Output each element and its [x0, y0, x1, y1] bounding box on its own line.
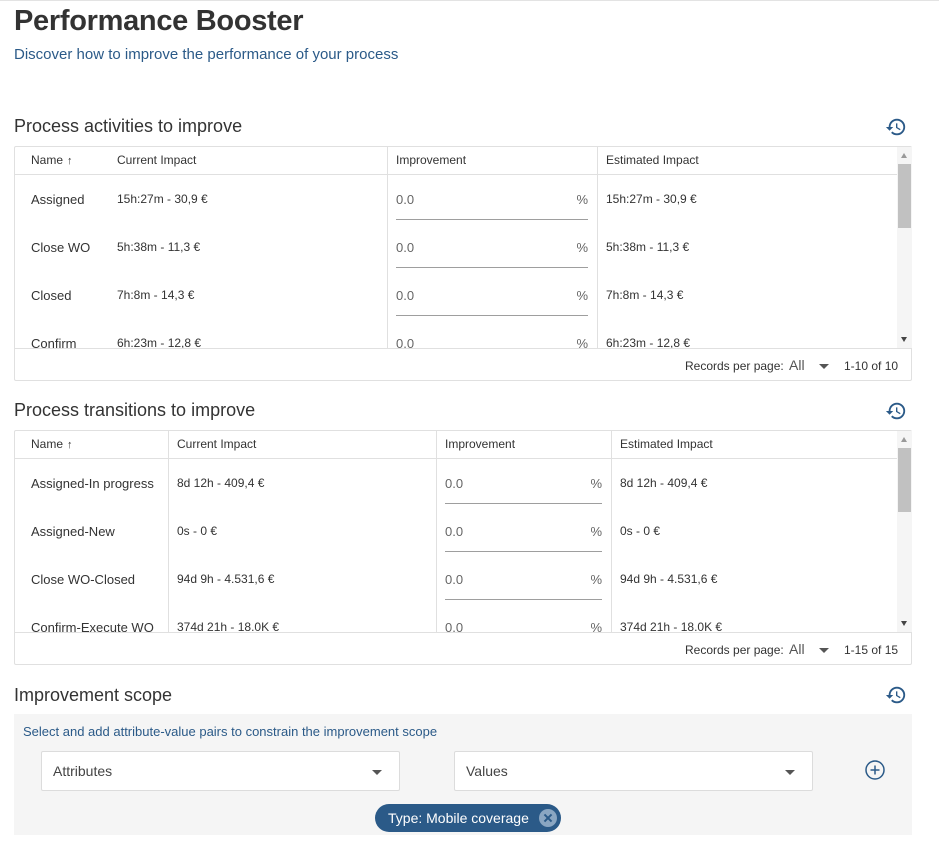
- sort-arrow-icon: ↑: [67, 439, 73, 451]
- row-current-impact: 374d 21h - 18.0K €: [177, 620, 280, 632]
- add-pair-button[interactable]: [865, 760, 885, 780]
- values-select-label: Values: [466, 763, 508, 779]
- scope-section-title: Improvement scope: [14, 685, 173, 705]
- chevron-down-icon[interactable]: [819, 648, 829, 653]
- row-name: Closed: [31, 288, 72, 303]
- row-current-impact: 94d 9h - 4.531,6 €: [177, 572, 275, 586]
- records-per-page-select[interactable]: All: [789, 641, 805, 657]
- scope-panel: Select and add attribute-value pairs to …: [14, 714, 912, 835]
- activities-table-footer: Records per page: All 1-10 of 10: [15, 348, 911, 380]
- chevron-down-icon: [785, 770, 795, 775]
- scroll-up-icon[interactable]: [901, 437, 907, 442]
- history-icon: [885, 686, 906, 704]
- row-estimated-impact: 6h:23m - 12,8 €: [606, 336, 691, 348]
- attributes-select-label: Attributes: [53, 763, 113, 779]
- row-name: Close WO: [31, 240, 91, 255]
- column-current-impact-header[interactable]: Current Impact: [117, 153, 197, 167]
- attributes-select[interactable]: Attributes: [41, 751, 400, 791]
- row-estimated-impact: 5h:38m - 11,3 €: [606, 240, 690, 254]
- add-circle-icon: [865, 760, 885, 780]
- scope-history-button[interactable]: [885, 684, 907, 706]
- transitions-table-footer: Records per page: All 1-15 of 15: [15, 632, 911, 664]
- row-name: Assigned-New: [31, 524, 115, 539]
- chevron-down-icon: [372, 770, 382, 775]
- row-name: Assigned-In progress: [31, 476, 154, 491]
- page-title: Performance Booster: [14, 5, 304, 37]
- improvement-input[interactable]: 0.0%: [396, 272, 588, 316]
- scope-chip-label: Type: Mobile coverage: [388, 810, 529, 826]
- activities-history-button[interactable]: [885, 116, 907, 138]
- transitions-history-button[interactable]: [885, 400, 907, 422]
- scroll-down-icon[interactable]: [901, 337, 907, 342]
- row-name: Close WO-Closed: [31, 572, 136, 587]
- improvement-input[interactable]: 0.0%: [396, 224, 588, 268]
- records-per-page-label: Records per page:: [685, 643, 784, 657]
- values-select[interactable]: Values: [454, 751, 813, 791]
- row-estimated-impact: 94d 9h - 4.531,6 €: [620, 572, 718, 586]
- chevron-down-icon[interactable]: [819, 364, 829, 369]
- records-per-page-select[interactable]: All: [789, 357, 805, 373]
- row-estimated-impact: 15h:27m - 30,9 €: [606, 192, 697, 206]
- column-current-impact-header[interactable]: Current Impact: [177, 437, 257, 451]
- row-current-impact: 0s - 0 €: [177, 524, 218, 538]
- row-name: Confirm-Execute WO: [31, 620, 154, 632]
- row-current-impact: 7h:8m - 14,3 €: [117, 288, 195, 302]
- scroll-down-icon[interactable]: [901, 621, 907, 626]
- row-current-impact: 5h:38m - 11,3 €: [117, 240, 201, 254]
- row-estimated-impact: 0s - 0 €: [620, 524, 661, 538]
- activities-scrollbar[interactable]: [897, 147, 912, 348]
- column-improvement-header[interactable]: Improvement: [396, 153, 467, 167]
- row-current-impact: 8d 12h - 409,4 €: [177, 476, 265, 490]
- top-divider: [0, 0, 939, 1]
- history-icon: [885, 118, 906, 136]
- close-icon[interactable]: [538, 809, 557, 827]
- activities-section-title: Process activities to improve: [14, 116, 243, 136]
- row-current-impact: 15h:27m - 30,9 €: [117, 192, 208, 206]
- row-name: Confirm: [31, 336, 77, 348]
- improvement-input[interactable]: 0.0%: [396, 320, 588, 348]
- column-name-header[interactable]: Name ↑: [31, 153, 73, 167]
- row-name: Assigned: [31, 192, 85, 207]
- column-divider: [387, 147, 388, 348]
- row-current-impact: 6h:23m - 12,8 €: [117, 336, 202, 348]
- row-estimated-impact: 7h:8m - 14,3 €: [606, 288, 684, 302]
- scope-hint: Select and add attribute-value pairs to …: [23, 724, 438, 739]
- transitions-section-title: Process transitions to improve: [14, 400, 256, 420]
- column-divider: [168, 431, 169, 632]
- transitions-table-header: Name ↑ Current Impact Improvement Estimat…: [15, 431, 897, 459]
- improvement-input[interactable]: 0.0%: [445, 508, 602, 552]
- transitions-scrollbar[interactable]: [897, 431, 912, 632]
- scrollbar-thumb[interactable]: [898, 448, 911, 512]
- column-name-header[interactable]: Name ↑: [31, 437, 73, 451]
- column-divider: [611, 431, 612, 632]
- activities-table-header: Name ↑ Current Impact Improvement Estimat…: [15, 147, 897, 175]
- activities-table-body: Assigned 15h:27m - 30,9 € 0.0% 15h:27m -…: [15, 176, 897, 348]
- records-per-page-label: Records per page:: [685, 359, 784, 373]
- improvement-input[interactable]: 0.0%: [396, 176, 588, 220]
- scope-chip: Type: Mobile coverage: [375, 804, 561, 832]
- row-estimated-impact: 8d 12h - 409,4 €: [620, 476, 708, 490]
- column-estimated-impact-header[interactable]: Estimated Impact: [606, 153, 699, 167]
- pagination-range: 1-10 of 10: [844, 359, 899, 373]
- page-subtitle: Discover how to improve the performance …: [14, 46, 399, 63]
- sort-arrow-icon: ↑: [67, 155, 73, 167]
- column-estimated-impact-header[interactable]: Estimated Impact: [620, 437, 713, 451]
- improvement-input[interactable]: 0.0%: [445, 556, 602, 600]
- improvement-input[interactable]: 0.0%: [445, 460, 602, 504]
- activities-table: Name ↑ Current Impact Improvement Estimat…: [14, 146, 912, 381]
- column-divider: [597, 147, 598, 348]
- history-icon: [885, 402, 906, 420]
- row-estimated-impact: 374d 21h - 18.0K €: [620, 620, 723, 632]
- scrollbar-thumb[interactable]: [898, 164, 911, 228]
- pagination-range: 1-15 of 15: [844, 643, 899, 657]
- transitions-table-body: Assigned-In progress 8d 12h - 409,4 € 0.…: [15, 460, 897, 632]
- improvement-input[interactable]: 0.0%: [445, 604, 602, 632]
- scroll-up-icon[interactable]: [901, 153, 907, 158]
- transitions-table: Name ↑ Current Impact Improvement Estimat…: [14, 430, 912, 665]
- column-divider: [436, 431, 437, 632]
- column-improvement-header[interactable]: Improvement: [445, 437, 516, 451]
